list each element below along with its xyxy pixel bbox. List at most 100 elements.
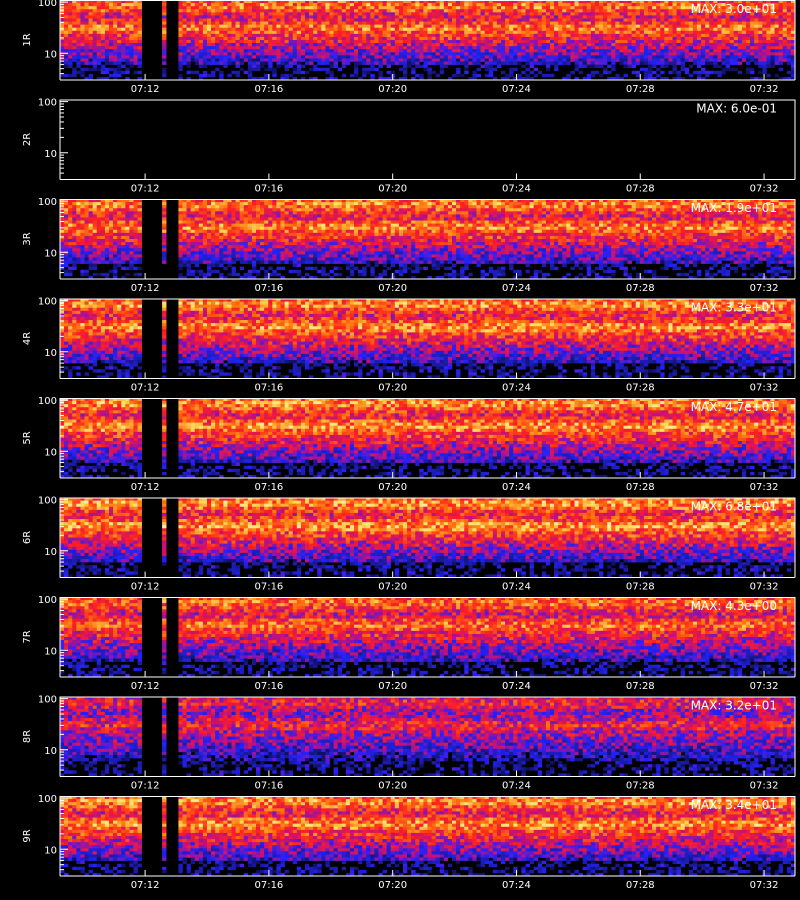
heatmap-cell <box>109 18 114 22</box>
heatmap-cell <box>186 64 191 68</box>
heatmap-cell <box>125 235 130 240</box>
heatmap-cell <box>758 24 763 28</box>
heatmap-cell <box>545 36 551 41</box>
heatmap-cell <box>247 205 253 209</box>
heatmap-cell <box>251 254 257 258</box>
heatmap-cell <box>574 21 579 25</box>
heatmap-cell <box>72 21 77 25</box>
heatmap-cell <box>480 18 485 22</box>
heatmap-cell <box>239 0 245 4</box>
heatmap-cell <box>643 6 649 10</box>
heatmap-cell <box>627 33 632 38</box>
heatmap-cell <box>88 211 93 215</box>
heatmap-cell <box>309 49 314 53</box>
heatmap-cell <box>349 33 355 38</box>
heatmap-cell <box>207 208 212 212</box>
heatmap-cell <box>570 27 575 32</box>
heatmap-cell <box>599 18 604 22</box>
heatmap-cell <box>317 6 322 10</box>
heatmap-cell <box>366 67 371 72</box>
heatmap-cell <box>676 58 681 62</box>
heatmap-cell <box>178 242 183 246</box>
heatmap-cell <box>362 30 367 35</box>
heatmap-cell <box>88 24 93 28</box>
heatmap-cell <box>239 55 245 59</box>
heatmap-cell <box>684 67 690 72</box>
heatmap-cell <box>219 260 224 264</box>
heatmap-cell <box>464 27 469 32</box>
heatmap-cell <box>684 3 690 7</box>
heatmap-cell <box>202 21 208 25</box>
heatmap-cell <box>558 61 563 65</box>
heatmap-cell <box>439 55 445 59</box>
heatmap-cell <box>341 46 347 50</box>
heatmap-cell <box>578 15 583 19</box>
heatmap-cell <box>117 211 122 215</box>
heatmap-cell <box>439 36 445 41</box>
heatmap-cell <box>300 9 306 13</box>
heatmap-cell <box>96 49 102 53</box>
heatmap-cell <box>570 40 575 44</box>
heatmap-cell <box>570 6 575 10</box>
heatmap-cell <box>117 202 122 206</box>
heatmap-cell <box>251 242 257 246</box>
heatmap-cell <box>709 18 714 22</box>
heatmap-cell <box>729 61 735 65</box>
heatmap-cell <box>582 18 588 22</box>
heatmap-cell <box>362 52 367 56</box>
heatmap-cell <box>72 55 77 59</box>
heatmap-cell <box>476 3 481 7</box>
heatmap-cell <box>194 208 200 212</box>
heatmap-cell <box>688 49 694 53</box>
heatmap-cell <box>231 21 236 25</box>
heatmap-cell <box>578 55 583 59</box>
y-tick-label: 10 <box>44 49 57 60</box>
heatmap-cell <box>733 33 739 38</box>
heatmap-cell <box>513 61 518 65</box>
heatmap-cell <box>113 24 118 28</box>
heatmap-cell <box>260 3 265 7</box>
heatmap-cell <box>680 61 686 65</box>
heatmap-cell <box>668 12 673 16</box>
heatmap-cell <box>358 58 363 62</box>
heatmap-cell <box>652 55 657 59</box>
heatmap-cell <box>782 36 788 41</box>
heatmap-cell <box>386 21 392 25</box>
heatmap-cell <box>476 0 481 4</box>
heatmap-cell <box>594 61 600 65</box>
heatmap-cell <box>615 27 620 32</box>
heatmap-cell <box>362 49 367 53</box>
heatmap-cell <box>137 248 142 252</box>
heatmap-cell <box>398 21 404 25</box>
heatmap-cell <box>439 6 445 10</box>
heatmap-cell <box>251 58 257 62</box>
heatmap-cell <box>468 15 473 19</box>
heatmap-cell <box>219 242 224 246</box>
heatmap-cell <box>762 0 767 4</box>
heatmap-cell <box>321 21 326 25</box>
heatmap-cell <box>313 18 318 22</box>
heatmap-cell <box>194 239 200 243</box>
heatmap-cell <box>243 9 249 13</box>
heatmap-cell <box>460 30 465 35</box>
heatmap-cell <box>305 58 310 62</box>
heatmap-cell <box>243 260 249 264</box>
heatmap-cell <box>721 12 726 16</box>
heatmap-cell <box>92 49 98 53</box>
heatmap-cell <box>202 58 208 62</box>
x-tick-label: 07:16 <box>254 184 283 195</box>
heatmap-cell <box>366 9 371 13</box>
heatmap-cell <box>623 0 628 4</box>
heatmap-cell <box>480 24 485 28</box>
heatmap-cell <box>370 21 375 25</box>
heatmap-cell <box>509 18 514 22</box>
heatmap-cell <box>778 36 784 41</box>
heatmap-cell <box>256 235 261 240</box>
heatmap-cell <box>207 202 212 206</box>
heatmap-cell <box>96 223 102 227</box>
heatmap-cell <box>672 27 677 32</box>
heatmap-cell <box>656 73 661 78</box>
heatmap-cell <box>329 61 334 65</box>
heatmap-cell <box>472 24 477 28</box>
